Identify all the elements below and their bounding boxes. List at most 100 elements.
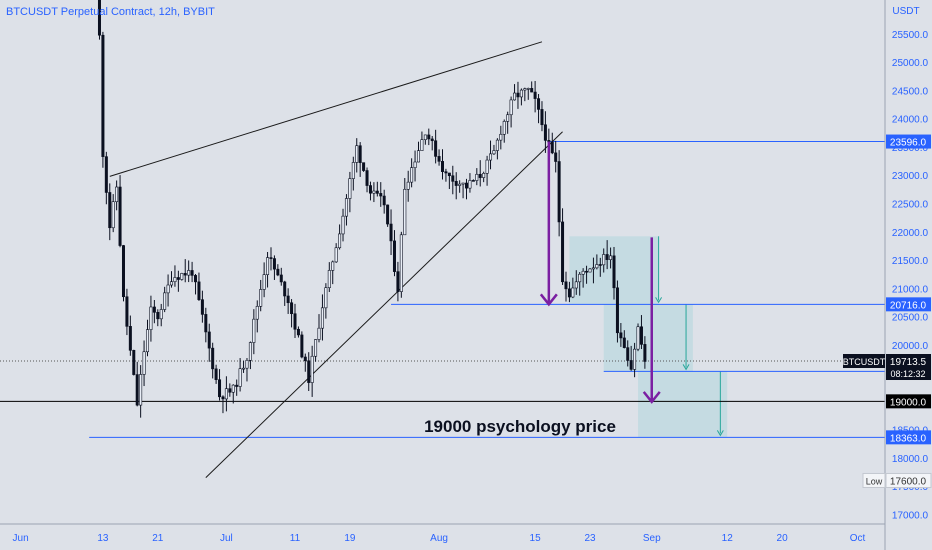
candle-body bbox=[362, 162, 366, 171]
candle-body bbox=[440, 161, 445, 172]
price-tick-label: 21500.0 bbox=[892, 256, 929, 267]
target-arrowhead bbox=[682, 364, 690, 371]
candle-body bbox=[519, 89, 523, 98]
candle-body bbox=[334, 247, 338, 263]
candle-body bbox=[269, 257, 273, 259]
low-price-tag bbox=[885, 472, 932, 488]
price-tick-label: 20000.0 bbox=[892, 341, 929, 352]
candle-body bbox=[290, 302, 294, 315]
candle-body bbox=[581, 270, 585, 275]
price-tick-label: 22500.0 bbox=[892, 199, 929, 210]
candle-body bbox=[194, 275, 198, 283]
time-tick-label: Oct bbox=[850, 533, 866, 544]
candle-body bbox=[595, 264, 599, 269]
level-price-tag-support-3 bbox=[886, 430, 931, 445]
candle-body bbox=[283, 281, 287, 297]
candle-body bbox=[266, 257, 270, 275]
candle-body bbox=[437, 156, 441, 162]
level-price-label-resistance: 23596.0 bbox=[890, 138, 927, 149]
candle-body bbox=[142, 351, 146, 375]
candle-body bbox=[190, 270, 194, 276]
candle-body bbox=[550, 141, 554, 154]
candle-body bbox=[218, 379, 222, 398]
time-tick-label: Jun bbox=[13, 533, 29, 544]
symbol-tag bbox=[843, 354, 885, 369]
candle-body bbox=[259, 289, 263, 307]
level-lines bbox=[0, 141, 885, 438]
candle-body bbox=[331, 261, 335, 271]
time-tick-label: Aug bbox=[430, 533, 448, 544]
candle-body bbox=[197, 281, 201, 300]
candle-body bbox=[135, 374, 139, 406]
price-axis: 17000.017500.018000.018500.019000.019500… bbox=[843, 30, 932, 521]
level-price-label-support-1: 20716.0 bbox=[890, 300, 927, 311]
candle-body bbox=[317, 327, 321, 340]
candle-body bbox=[207, 331, 211, 349]
time-tick-label: 21 bbox=[152, 533, 164, 544]
low-tag bbox=[862, 472, 886, 488]
candle-body bbox=[626, 347, 630, 361]
candle-body bbox=[482, 173, 486, 178]
candle-body bbox=[516, 92, 520, 98]
candle-body bbox=[461, 182, 465, 185]
annotation-text: 19000 psychology price bbox=[424, 417, 616, 436]
candle-body bbox=[619, 332, 623, 339]
candle-body bbox=[248, 342, 252, 361]
candle-body bbox=[567, 288, 571, 298]
candle-body bbox=[111, 201, 115, 229]
candle-body bbox=[492, 150, 496, 155]
candle-body bbox=[382, 195, 386, 206]
candles bbox=[97, 0, 647, 418]
candle-body bbox=[430, 138, 434, 142]
candle-body bbox=[163, 292, 167, 310]
time-tick-label: 12 bbox=[722, 533, 734, 544]
candle-body bbox=[427, 134, 431, 140]
candle-body bbox=[365, 170, 369, 186]
candle-body bbox=[561, 221, 565, 283]
time-tick-label: 23 bbox=[584, 533, 596, 544]
arrow-head bbox=[539, 293, 558, 307]
candle-body bbox=[276, 268, 280, 276]
target-arrowhead bbox=[716, 430, 724, 437]
candle-body bbox=[152, 306, 156, 313]
candle-body bbox=[423, 134, 427, 140]
price-tick-label: 18000.0 bbox=[892, 454, 929, 465]
level-price-label-support-3: 18363.0 bbox=[890, 433, 927, 444]
candle-body bbox=[176, 277, 180, 280]
candle-body bbox=[303, 356, 307, 362]
level-price-label-psychology: 19000.0 bbox=[890, 397, 927, 408]
candle-body bbox=[180, 273, 184, 280]
candle-body bbox=[478, 173, 482, 178]
candle-body bbox=[307, 360, 311, 383]
candle-body bbox=[629, 360, 633, 370]
candle-body bbox=[125, 296, 129, 327]
candle-body bbox=[166, 284, 170, 294]
candle-body bbox=[262, 274, 266, 290]
candle-body bbox=[118, 186, 122, 246]
time-tick-label: 13 bbox=[97, 533, 109, 544]
candle-body bbox=[238, 368, 242, 387]
candle-body bbox=[403, 188, 407, 236]
time-tick-label: 20 bbox=[777, 533, 789, 544]
candle-body bbox=[468, 180, 472, 189]
candle-body bbox=[149, 306, 153, 330]
candle-body bbox=[605, 254, 609, 260]
price-tick-label: 22000.0 bbox=[892, 228, 929, 239]
time-tick-label: 11 bbox=[290, 533, 301, 544]
low-price-label: 17600.0 bbox=[890, 476, 927, 487]
candle-body bbox=[509, 99, 513, 116]
level-price-tag-support-1 bbox=[886, 297, 931, 312]
trendline bbox=[205, 131, 563, 479]
price-tick-label: 25000.0 bbox=[892, 58, 929, 69]
candle-body bbox=[344, 198, 348, 217]
level-price-tag-resistance bbox=[886, 134, 931, 149]
candle-body bbox=[314, 339, 318, 357]
unit-label: USDT bbox=[892, 6, 919, 17]
candle-body bbox=[399, 234, 403, 292]
candle-body bbox=[557, 161, 561, 223]
candle-body bbox=[410, 167, 414, 183]
candle-body bbox=[341, 215, 345, 235]
time-tick-label: 19 bbox=[344, 533, 356, 544]
